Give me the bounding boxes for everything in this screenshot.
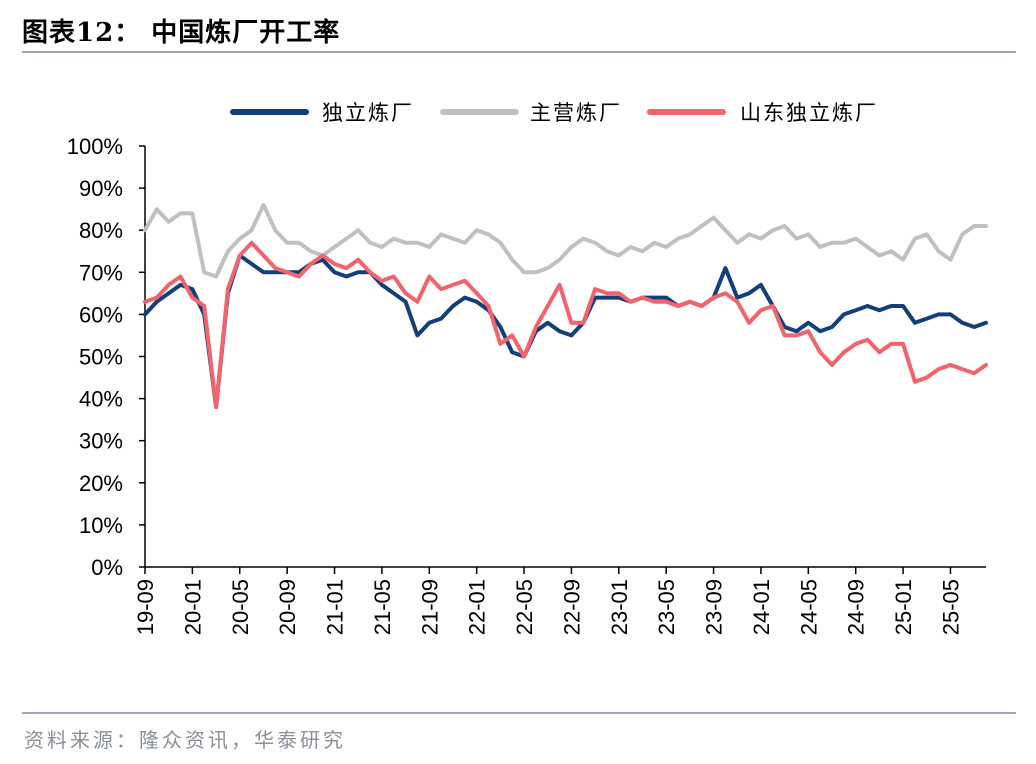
- header-divider: [22, 51, 1016, 53]
- footer-divider: [22, 712, 1016, 714]
- x-tick-label: 20-05: [228, 579, 253, 635]
- x-tick-label: 23-01: [607, 579, 632, 635]
- x-tick-label: 24-05: [796, 579, 821, 635]
- chart-title: 图表12： 中国炼厂开工率: [22, 12, 340, 48]
- y-tick-label: 70%: [79, 260, 123, 285]
- y-tick-label: 60%: [79, 302, 123, 327]
- x-tick-label: 23-09: [702, 579, 727, 635]
- x-tick-label: 24-09: [844, 579, 869, 635]
- y-tick-label: 10%: [79, 513, 123, 538]
- series-layer: [143, 202, 988, 409]
- y-tick-label: 50%: [79, 345, 123, 370]
- y-tick-label: 100%: [67, 134, 123, 159]
- series-line-1: [143, 202, 988, 279]
- x-tick-label: 20-09: [275, 579, 300, 635]
- legend-label-2: 山东独立炼厂: [740, 101, 878, 125]
- series-line-0: [143, 253, 988, 409]
- x-tick-label: 25-01: [891, 579, 916, 635]
- y-tick-label: 20%: [79, 471, 123, 496]
- x-tick-label: 25-05: [938, 579, 963, 635]
- y-axis: 0% 10% 20% 30% 40% 50% 60% 70% 80% 90% 100%: [67, 134, 146, 580]
- x-tick-label: 21-01: [323, 579, 348, 635]
- x-axis: 19-09 20-01 20-05 20-09 21-01 21-05 21-09 22-01…: [133, 566, 986, 635]
- x-tick-label: 22-01: [465, 579, 490, 635]
- x-tick-label: 19-09: [133, 579, 158, 635]
- x-tick-label: 21-05: [370, 579, 395, 635]
- x-tick-label: 21-09: [417, 579, 442, 635]
- x-tick-label: 23-05: [654, 579, 679, 635]
- x-tick-label: 22-09: [559, 579, 584, 635]
- legend-label-1: 主营炼厂: [530, 101, 622, 125]
- chart-legend: 独立炼厂 主营炼厂 山东独立炼厂: [230, 101, 878, 125]
- y-tick-label: 80%: [79, 218, 123, 243]
- legend-label-0: 独立炼厂: [322, 101, 414, 125]
- y-tick-label: 30%: [79, 429, 123, 454]
- x-tick-label: 20-01: [180, 579, 205, 635]
- x-tick-label: 24-01: [749, 579, 774, 635]
- series-line-2: [143, 240, 988, 409]
- source-note: 资料来源：隆众资讯，华泰研究: [24, 728, 346, 752]
- x-tick-label: 22-05: [512, 579, 537, 635]
- y-tick-label: 0%: [91, 555, 123, 580]
- y-tick-label: 90%: [79, 176, 123, 201]
- y-tick-label: 40%: [79, 387, 123, 412]
- chart-title-text: 图表12： 中国炼厂开工率: [22, 17, 341, 48]
